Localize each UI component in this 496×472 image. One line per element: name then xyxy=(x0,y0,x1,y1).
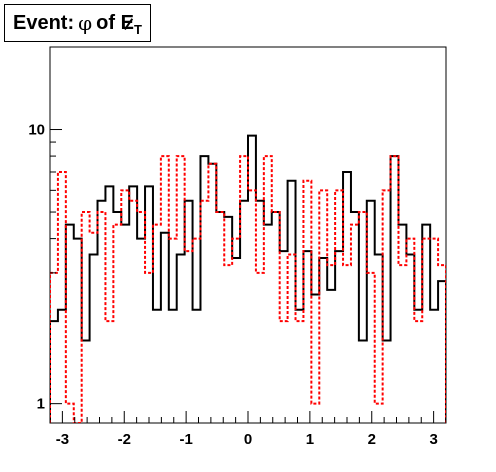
plot-frame xyxy=(49,46,447,424)
title-prefix: Event: xyxy=(13,11,75,34)
title-symbol: φ xyxy=(78,11,93,35)
x-tick-label: 0 xyxy=(244,431,252,448)
x-tick-label: 1 xyxy=(306,431,314,448)
x-tick-label: -2 xyxy=(118,431,131,448)
title-subscript: T xyxy=(133,21,142,37)
x-tick-label: 2 xyxy=(368,431,376,448)
x-tick-label: -3 xyxy=(56,431,69,448)
title-quantity: E xyxy=(120,11,134,34)
histogram-series-2 xyxy=(50,155,446,423)
title-middle: of xyxy=(96,11,116,34)
y-tick-label: 10 xyxy=(28,122,45,139)
y-tick-label: 1 xyxy=(37,396,45,413)
x-tick-label: 3 xyxy=(429,431,437,448)
x-tick-label: -1 xyxy=(179,431,192,448)
